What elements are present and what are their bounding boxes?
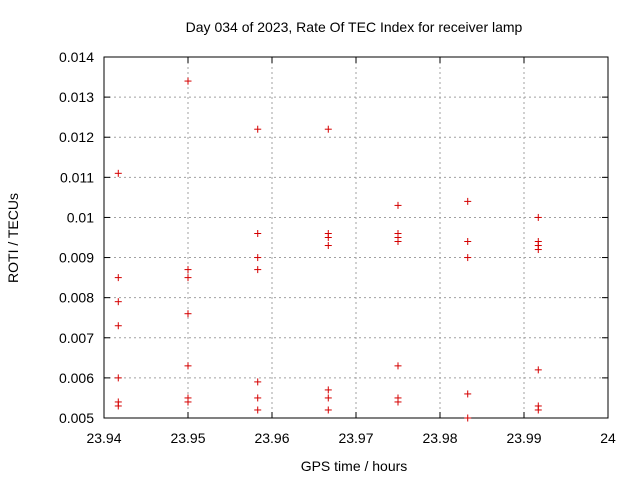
data-point xyxy=(254,394,262,402)
data-point xyxy=(254,266,262,274)
data-point xyxy=(184,310,192,318)
data-point xyxy=(114,374,122,382)
y-tick-label: 0.009 xyxy=(59,250,94,266)
data-point xyxy=(254,254,262,262)
y-tick-label: 0.013 xyxy=(59,89,94,105)
data-point xyxy=(184,398,192,406)
data-point xyxy=(114,298,122,306)
data-point xyxy=(114,402,122,410)
data-point xyxy=(464,238,472,246)
y-tick-label: 0.014 xyxy=(59,49,94,65)
chart-title: Day 034 of 2023, Rate Of TEC Index for r… xyxy=(186,19,523,35)
data-point xyxy=(324,406,332,414)
data-points xyxy=(114,77,542,422)
y-tick-label: 0.007 xyxy=(59,330,94,346)
data-point xyxy=(394,362,402,370)
data-point xyxy=(324,125,332,133)
data-point xyxy=(394,201,402,209)
data-point xyxy=(324,394,332,402)
data-point xyxy=(464,414,472,422)
data-point xyxy=(184,362,192,370)
data-point xyxy=(114,322,122,330)
x-axis-label: GPS time / hours xyxy=(301,458,408,474)
x-tick-label: 24 xyxy=(600,430,616,446)
data-point xyxy=(254,125,262,133)
data-point xyxy=(184,266,192,274)
data-point xyxy=(534,213,542,221)
y-tick-label: 0.01 xyxy=(67,209,94,225)
data-point xyxy=(394,238,402,246)
x-tick-label: 23.99 xyxy=(506,430,541,446)
data-point xyxy=(254,229,262,237)
data-point xyxy=(394,398,402,406)
data-point xyxy=(534,246,542,254)
data-point xyxy=(114,274,122,282)
y-tick-label: 0.012 xyxy=(59,129,94,145)
data-point xyxy=(464,254,472,262)
axis-ticks: 0.005 0.006 0.007 0.008 0.009 0.01 0.011 0.012 0… xyxy=(59,49,616,446)
y-tick-label: 0.005 xyxy=(59,410,94,426)
data-point xyxy=(184,77,192,85)
y-axis-label: ROTI / TECUs xyxy=(5,193,21,283)
x-tick-label: 23.95 xyxy=(170,430,205,446)
y-tick-label: 0.006 xyxy=(59,370,94,386)
data-point xyxy=(184,274,192,282)
data-point xyxy=(324,386,332,394)
x-tick-label: 23.96 xyxy=(254,430,289,446)
y-tick-label: 0.011 xyxy=(60,169,94,185)
data-point xyxy=(464,197,472,205)
x-tick-label: 23.94 xyxy=(86,430,121,446)
x-tick-label: 23.97 xyxy=(338,430,373,446)
data-point xyxy=(114,169,122,177)
data-point xyxy=(324,242,332,250)
data-point xyxy=(324,234,332,241)
data-point xyxy=(254,378,262,386)
data-point xyxy=(534,366,542,374)
data-point xyxy=(254,406,262,414)
data-point xyxy=(464,390,472,398)
x-tick-label: 23.98 xyxy=(422,430,457,446)
grid-lines xyxy=(104,57,608,418)
y-tick-label: 0.008 xyxy=(59,290,94,306)
data-point xyxy=(534,406,542,414)
